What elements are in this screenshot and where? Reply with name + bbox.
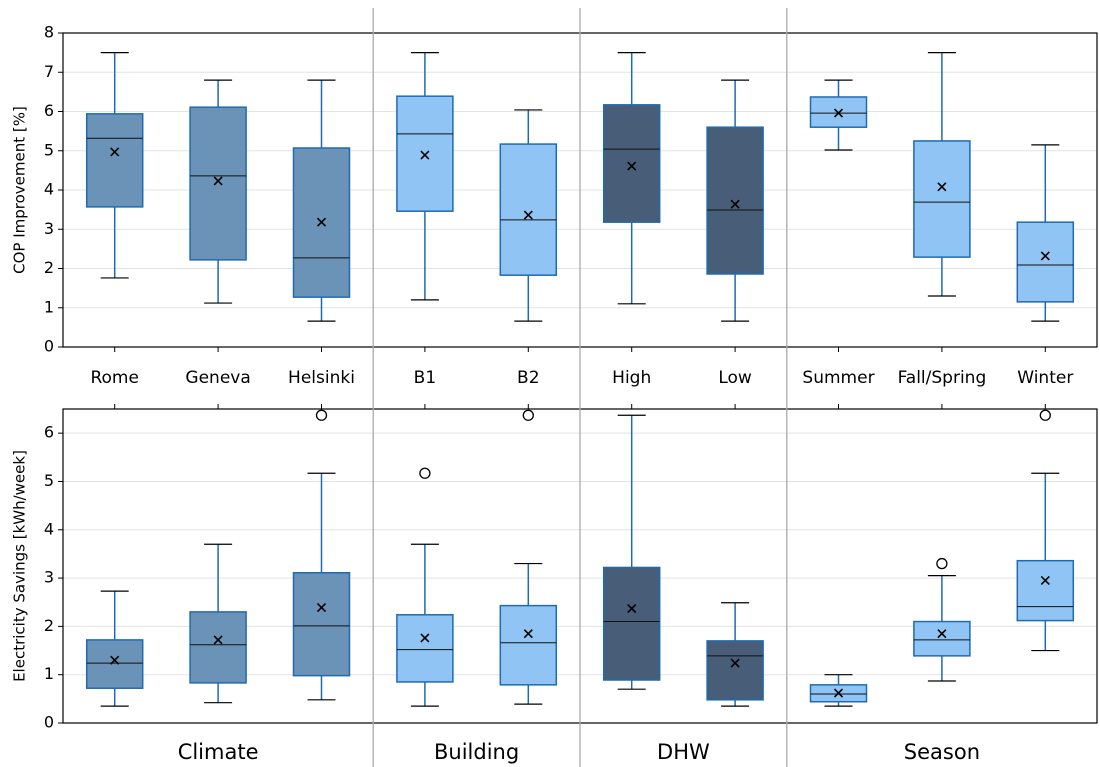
mean-marker [110,147,120,157]
mean-marker [523,629,533,639]
y-tick-label: 7 [44,62,54,81]
box [602,104,661,223]
box [189,106,247,261]
box [602,566,661,681]
mean-marker [627,161,637,171]
box [499,604,558,686]
mean-marker [1040,575,1050,586]
outlier [315,409,328,421]
mean-marker [420,150,430,160]
y-tick-label: 5 [44,471,54,490]
outlier [936,557,948,570]
y-tick-label: 3 [44,568,54,587]
mean-marker [730,658,740,668]
x-tick-label: Winter [1017,368,1073,388]
mean-marker [420,633,430,643]
mean-marker [316,217,327,227]
x-tick-label: High [612,368,651,388]
box [913,140,971,258]
box [706,126,764,275]
outlier [1039,409,1051,421]
box [1016,559,1075,622]
mean-marker [937,629,947,639]
box [499,143,558,276]
y-tick-label: 8 [44,23,54,42]
y-tick-label: 2 [44,616,54,635]
y-tick-label: 2 [44,258,54,277]
mean-marker [316,602,327,613]
box [85,639,144,689]
group-label: Season [904,740,980,764]
mean-marker [627,603,637,614]
y-tick-label: 4 [44,180,54,199]
box [396,614,454,683]
mean-marker [730,199,740,209]
box [85,113,144,208]
y-axis-label: Electricity Savings [kWh/week] [11,450,29,682]
box [913,620,971,657]
group-label: Building [434,740,519,764]
y-tick-label: 3 [44,219,54,238]
mean-marker [213,635,223,645]
x-tick-label: Rome [90,368,138,388]
x-tick-label: Geneva [185,368,250,388]
mean-marker [833,688,844,698]
y-tick-label: 4 [44,519,54,538]
y-tick-label: 0 [44,337,54,356]
mean-marker [523,210,533,220]
x-tick-label: Summer [802,368,874,388]
mean-marker [110,655,120,665]
x-tick-label: B1 [414,368,436,388]
box [292,572,351,677]
x-tick-label: Low [718,368,752,388]
x-tick-label: Helsinki [288,368,355,388]
mean-marker [833,108,844,118]
outlier [522,409,534,421]
mean-marker [937,182,947,192]
y-axis-label: COP Improvement [%] [11,106,29,274]
y-tick-label: 5 [44,140,54,159]
y-tick-label: 0 [44,713,54,732]
y-tick-label: 6 [44,423,54,442]
box [1016,221,1075,303]
y-tick-label: 1 [44,664,54,683]
group-label: Climate [178,740,259,764]
x-tick-label: B2 [517,368,539,388]
box [189,611,247,684]
x-tick-label: Fall/Spring [898,368,987,388]
box [706,640,764,701]
outlier [419,467,431,479]
mean-marker [213,176,223,186]
box [396,95,454,212]
y-tick-label: 6 [44,101,54,120]
mean-marker [1040,251,1050,261]
group-label: DHW [657,740,710,764]
y-tick-label: 1 [44,297,54,316]
